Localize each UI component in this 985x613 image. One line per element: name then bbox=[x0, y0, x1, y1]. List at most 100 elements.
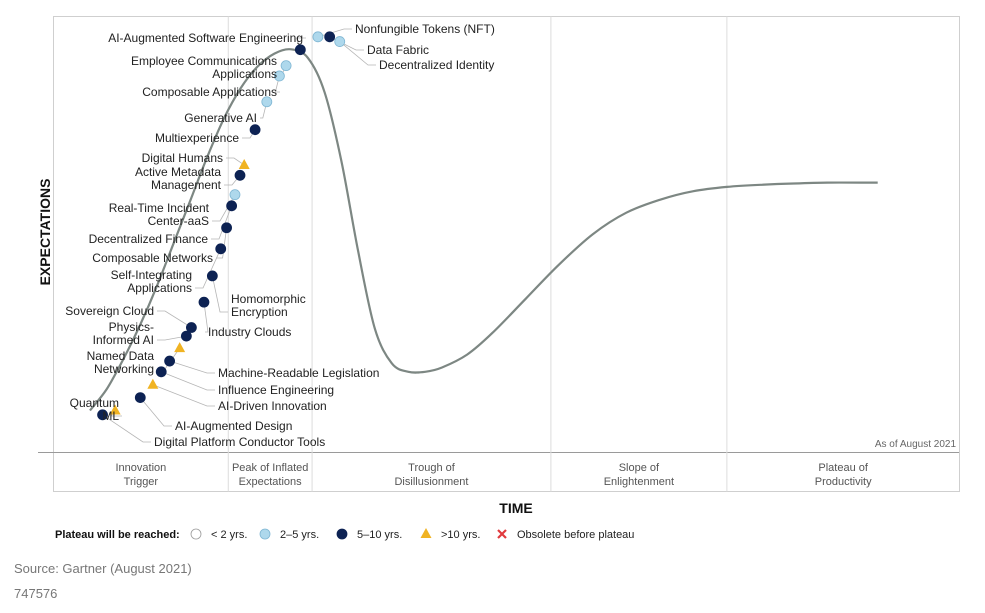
circle-marker bbox=[226, 200, 238, 212]
leader-line bbox=[216, 227, 227, 259]
phase-label: Disillusionment bbox=[394, 476, 468, 488]
technology-label: Real-Time Incident Center-aaS bbox=[109, 201, 210, 228]
technology-label: Active Metadata Management bbox=[135, 165, 222, 192]
technology-label: Nonfungible Tokens (NFT) bbox=[355, 22, 495, 36]
phase-label: Expectations bbox=[239, 476, 302, 488]
circle-marker bbox=[97, 409, 108, 421]
technology-label: AI-Augmented Software Engineering bbox=[108, 31, 303, 45]
leader-line bbox=[274, 75, 280, 93]
circle-marker bbox=[206, 270, 218, 282]
circle-marker bbox=[249, 124, 261, 136]
technology-label: Quantum ML bbox=[70, 396, 120, 423]
circle-marker bbox=[312, 31, 324, 43]
circle-marker bbox=[324, 31, 336, 43]
circle-marker bbox=[229, 189, 241, 201]
technology-label: Decentralized Finance bbox=[89, 232, 209, 246]
leader-line bbox=[169, 360, 215, 374]
leader-line bbox=[157, 335, 187, 341]
leader-line bbox=[339, 41, 376, 66]
phase-dividers bbox=[227, 16, 728, 492]
phase-label: Peak of Inflated bbox=[232, 462, 308, 474]
source-note: Source: Gartner (August 2021) bbox=[14, 561, 192, 576]
technology-label: Industry Clouds bbox=[208, 325, 291, 339]
legend: Plateau will be reached: < 2 yrs. 2–5 yrs.… bbox=[55, 528, 634, 541]
technology-label: Multiexperience bbox=[155, 131, 239, 145]
legend-circle-icon bbox=[190, 528, 202, 540]
x-axis-title: TIME bbox=[499, 500, 532, 516]
circle-marker bbox=[334, 36, 346, 47]
circle-marker bbox=[273, 70, 285, 82]
y-axis-title: EXPECTATIONS bbox=[37, 179, 53, 286]
leader-line bbox=[157, 310, 192, 328]
legend-label: 2–5 yrs. bbox=[280, 529, 319, 541]
as-of-date: As of August 2021 bbox=[875, 439, 957, 450]
leader-line bbox=[161, 371, 215, 391]
legend-circle-icon bbox=[336, 528, 348, 540]
legend-circle-icon bbox=[259, 528, 271, 540]
circle-marker bbox=[221, 222, 232, 234]
technology-label: Machine-Readable Legislation bbox=[218, 366, 379, 380]
phase-label: Innovation bbox=[116, 462, 167, 474]
hype-cycle-chart: Innovation Trigger Peak of Inflated Expecta… bbox=[37, 16, 960, 541]
technology-label: AI-Driven Innovation bbox=[218, 399, 327, 413]
phase-label: Productivity bbox=[815, 476, 872, 488]
circle-marker bbox=[215, 243, 227, 255]
triangle-marker bbox=[238, 158, 250, 169]
phase-labels: Innovation Trigger Peak of Inflated Expecta… bbox=[116, 462, 873, 488]
legend-label: Obsolete before plateau bbox=[517, 529, 634, 541]
technology-label: Generative AI bbox=[184, 111, 257, 125]
technology-label: Employee Communications Applications bbox=[131, 54, 277, 81]
phase-label: Enlightenment bbox=[604, 476, 674, 488]
technology-label: AI-Augmented Design bbox=[175, 419, 292, 433]
leader-line bbox=[152, 384, 215, 407]
technology-label: Self-Integrating Applications bbox=[111, 268, 192, 295]
legend-label: >10 yrs. bbox=[441, 529, 480, 541]
hype-curve bbox=[89, 48, 878, 412]
circle-marker bbox=[294, 44, 306, 56]
circle-marker bbox=[185, 322, 197, 333]
leader-line bbox=[226, 157, 245, 166]
leader-line bbox=[203, 302, 209, 333]
phase-label: Plateau of bbox=[818, 462, 868, 474]
technology-labels: Digital Platform Conductor Tools Quantum M… bbox=[65, 22, 495, 449]
legend-label: 5–10 yrs. bbox=[357, 529, 402, 541]
triangle-marker bbox=[147, 378, 159, 389]
document-id: 747576 bbox=[14, 586, 58, 601]
phase-label: Slope of bbox=[619, 462, 660, 474]
phase-label: Trigger bbox=[124, 476, 159, 488]
technology-label: Composable Networks bbox=[92, 251, 213, 265]
technology-label: Digital Platform Conductor Tools bbox=[154, 435, 325, 449]
triangle-marker bbox=[109, 404, 121, 415]
technology-label: Named Data Networking bbox=[87, 349, 155, 376]
technology-label: Digital Humans bbox=[142, 151, 223, 165]
leader-line bbox=[260, 101, 268, 119]
legend-title: Plateau will be reached: bbox=[55, 529, 180, 541]
leader-line bbox=[211, 275, 228, 313]
leader-line bbox=[211, 205, 232, 240]
technology-markers bbox=[97, 31, 346, 421]
technology-label: Data Fabric bbox=[367, 43, 429, 57]
leader-line bbox=[102, 414, 151, 443]
legend-label: < 2 yrs. bbox=[211, 529, 247, 541]
phase-label: Trough of bbox=[408, 462, 456, 474]
circle-marker bbox=[261, 96, 273, 108]
circle-marker bbox=[280, 60, 292, 72]
legend-triangle-icon bbox=[420, 528, 432, 538]
legend-x-icon bbox=[497, 529, 507, 539]
circle-marker bbox=[198, 296, 210, 308]
leader-line bbox=[139, 397, 172, 427]
technology-label: Influence Engineering bbox=[218, 383, 334, 397]
triangle-marker bbox=[174, 342, 186, 353]
circle-marker bbox=[180, 330, 192, 342]
technology-label: Composable Applications bbox=[142, 85, 277, 99]
leader-line bbox=[195, 248, 222, 289]
technology-label: Homomorphic Encryption bbox=[231, 292, 306, 319]
circle-marker bbox=[164, 355, 176, 367]
technology-label: Physics-Informed AI bbox=[93, 320, 154, 347]
plot-frame bbox=[53, 16, 960, 492]
circle-marker bbox=[134, 392, 146, 404]
circle-marker bbox=[155, 366, 167, 378]
technology-label: Decentralized Identity bbox=[379, 58, 494, 72]
circle-marker bbox=[234, 169, 246, 181]
technology-label: Sovereign Cloud bbox=[65, 304, 154, 318]
